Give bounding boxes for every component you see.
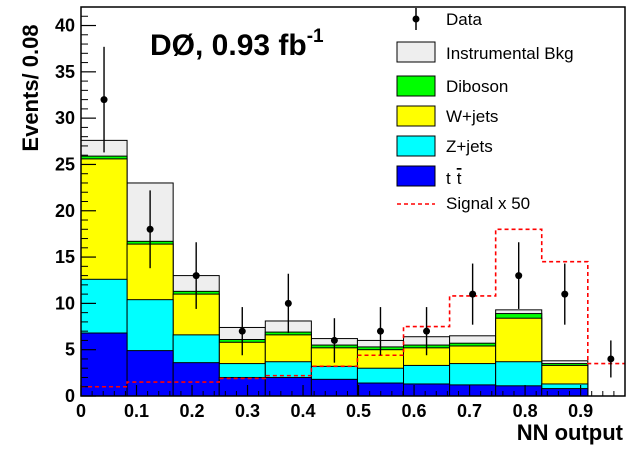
y-tick-label-5: 25: [55, 154, 75, 174]
data-points: [100, 46, 615, 378]
data-point-6: [376, 327, 384, 335]
experiment-label: DØ, 0.93 fb-1: [150, 26, 324, 62]
x-tick-label-0: 0: [76, 401, 86, 421]
legend-entry-instrumental: Instrumental Bkg: [396, 41, 574, 63]
x-tick-label-6: 0.6: [402, 401, 427, 421]
legend-swatch-diboson: [396, 75, 436, 97]
y-tick-label-6: 30: [55, 108, 75, 128]
x-tick-label-8: 0.8: [513, 401, 538, 421]
data-point-1: [146, 225, 154, 233]
x-tick-label-1: 0.1: [124, 401, 149, 421]
data-point-10: [561, 290, 569, 298]
legend-swatch-instrumental: [396, 41, 436, 63]
bar-t-bin-2: [172, 362, 220, 396]
data-point-8: [469, 290, 477, 298]
y-tick-label-4: 20: [55, 201, 75, 221]
data-point-9: [515, 272, 523, 280]
bar-t-bin-10: [541, 388, 589, 396]
signal-step-line: [81, 228, 625, 388]
x-tick-label-7: 0.7: [457, 401, 482, 421]
data-point-7: [423, 327, 431, 335]
x-tick-label-3: 0.3: [235, 401, 260, 421]
data-point-0: [100, 96, 108, 104]
bar-t-bin-7: [403, 383, 451, 396]
legend-entry-signal: Signal x 50: [397, 194, 530, 213]
bar-t-bin-5: [310, 378, 358, 396]
legend-label-data: Data: [446, 10, 482, 29]
legend-entry-diboson: Diboson: [396, 75, 508, 97]
legend-entry-data: Data: [412, 8, 482, 30]
data-point-11: [607, 355, 615, 363]
data-point-3: [238, 327, 246, 335]
bar-t-bin-8: [449, 384, 497, 396]
legend-label-instrumental: Instrumental Bkg: [446, 44, 574, 63]
legend-entry-zjets: Z+jets: [396, 135, 493, 157]
x-axis-title: NN output: [517, 420, 624, 445]
data-point-4: [284, 299, 292, 307]
axes: 0 0.1 0.2 0.3 0.4 0.5 0.6 0.7 0.8 0.9 0 5 10 15 20 25 30…: [55, 6, 626, 421]
y-tick-label-2: 10: [55, 293, 75, 313]
data-point-2: [192, 272, 200, 280]
x-tick-label-9: 0.9: [568, 401, 593, 421]
y-tick-label-0: 0: [65, 386, 75, 406]
x-tick-label-4: 0.4: [291, 401, 316, 421]
legend-data-marker: [412, 15, 420, 23]
x-tick-label-5: 0.5: [346, 401, 371, 421]
y-axis-title: Events/ 0.08: [18, 24, 43, 151]
y-tick-label-1: 5: [65, 340, 75, 360]
data-point-5: [330, 336, 338, 344]
stacked-background-histogram: [81, 139, 589, 396]
y-tick-label-8: 40: [55, 16, 75, 36]
y-tick-label-7: 35: [55, 62, 75, 82]
legend: Data Instrumental Bkg Diboson W+jets Z+j…: [396, 8, 574, 213]
signal-histogram: [81, 228, 625, 388]
x-tick-label-2: 0.2: [180, 401, 205, 421]
legend-label-wjets: W+jets: [446, 107, 498, 126]
bar-t-bin-1: [126, 350, 174, 396]
bar-t-bin-4: [264, 376, 312, 396]
legend-label-diboson: Diboson: [446, 77, 508, 96]
legend-label-signal: Signal x 50: [446, 194, 530, 213]
legend-swatch-ttbar: [396, 165, 436, 187]
legend-swatch-zjets: [396, 135, 436, 157]
y-tick-label-3: 15: [55, 247, 75, 267]
legend-swatch-wjets: [396, 105, 436, 127]
legend-label-zjets: Z+jets: [446, 137, 493, 156]
legend-entry-wjets: W+jets: [396, 105, 498, 127]
